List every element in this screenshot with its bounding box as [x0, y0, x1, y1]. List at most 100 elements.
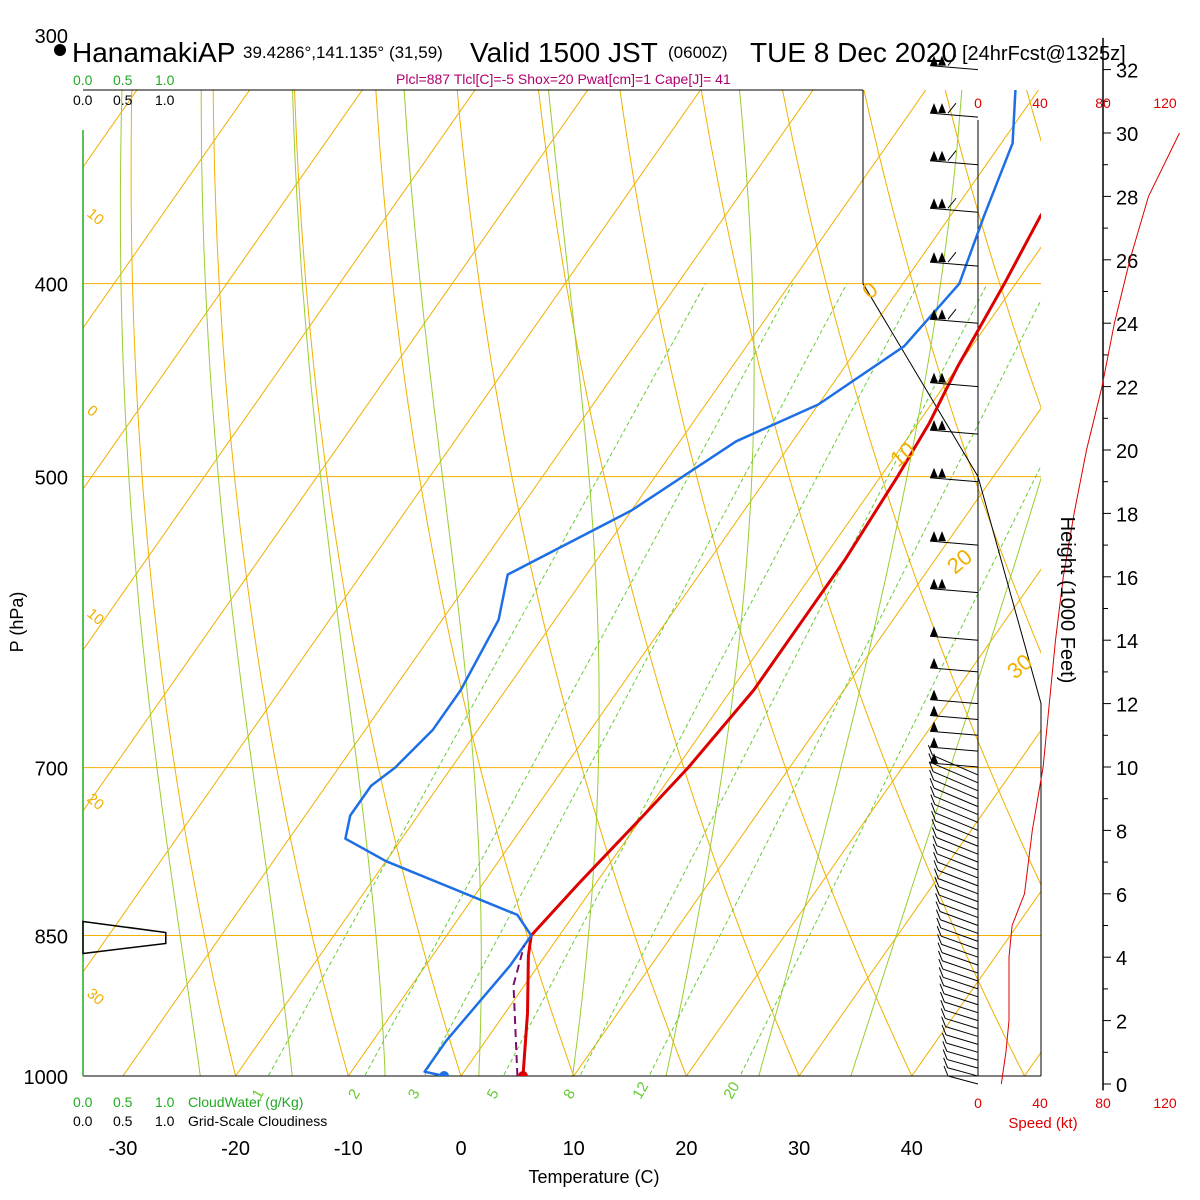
wind-barb-feather: [933, 860, 939, 871]
isotherm-line: [460, 246, 1041, 1076]
mixing-ratio-label: 5: [484, 1086, 503, 1102]
wind-barb-staff: [938, 886, 979, 903]
height-tick-label: 2: [1116, 1012, 1127, 1034]
temperature-tick-label: 30: [788, 1138, 810, 1160]
pressure-tick-label: 300: [35, 26, 68, 48]
wind-barb-staff: [933, 787, 979, 808]
wind-barb-feather: [937, 942, 943, 953]
height-tick-label: 18: [1116, 504, 1138, 526]
station-bullet-icon: [54, 44, 66, 56]
wind-barb-feather: [947, 55, 957, 66]
height-axis-title: Height (1000 Feet): [1056, 517, 1078, 684]
cloudwater-scale-1: 0.5: [113, 1094, 133, 1110]
wind-barb-flag: [938, 420, 946, 431]
wind-barb-feather: [936, 917, 942, 929]
isotherm-line: [83, 90, 363, 490]
parcel-line: [512, 945, 526, 1076]
cloud-scale-top-0: 0.0: [73, 72, 93, 88]
wind-barb-feather: [930, 802, 936, 813]
isotherm-label: 10: [83, 205, 107, 229]
isotherm-line: [0, 0, 60, 1118]
temperature-tick-label: -30: [108, 1138, 137, 1160]
isotherm-line: [1023, 1051, 1041, 1076]
mixing-ratio-line: [739, 464, 1041, 1076]
dry-adiabat: [944, 90, 1041, 409]
wind-barb-feather: [941, 1032, 947, 1044]
temperature-tick-label: 40: [901, 1138, 923, 1160]
moist-adiabat: [403, 90, 482, 1076]
wind-barb-staff: [929, 112, 979, 118]
wind-barb-staff: [929, 746, 979, 752]
wind-barb-staff: [943, 993, 979, 1006]
wind-barb-flag: [938, 372, 946, 383]
wind-barb-staff: [936, 837, 979, 855]
cloudiness-marker: [82, 920, 167, 955]
wind-barb-staff: [941, 952, 979, 966]
wind-barb-feather: [928, 761, 934, 772]
mixing-ratio-line: [648, 298, 1041, 1076]
speed-tick-bottom-0: 0: [974, 1095, 982, 1111]
height-tick-label: 32: [1116, 61, 1138, 83]
wind-barb-staff: [933, 771, 979, 792]
wind-barb-staff: [944, 1009, 979, 1022]
wind-barb-staff: [929, 699, 979, 705]
dewpoint-line: [344, 90, 1017, 1076]
wind-barb-staff: [939, 894, 979, 911]
wind-barb-flag: [930, 103, 938, 114]
dry-adiabat: [212, 90, 349, 1076]
pressure-tick-label: 500: [35, 468, 68, 490]
isotherm-label-right: 10: [885, 437, 920, 472]
dry-adiabat: [294, 90, 462, 1076]
wind-barb-staff: [946, 1050, 979, 1061]
wind-barb-feather: [940, 1000, 946, 1011]
wind-barb-flag: [930, 626, 938, 637]
moist-adiabat: [119, 90, 201, 1076]
wind-barb-staff: [929, 714, 979, 720]
wind-barb-flag: [938, 198, 946, 209]
height-tick-label: 6: [1116, 885, 1127, 907]
wind-barb-staff: [941, 935, 979, 950]
dry-adiabat: [456, 90, 687, 1076]
wind-barb-flag: [930, 467, 938, 478]
mixing-ratio-label: 8: [560, 1086, 579, 1102]
wind-barb-feather: [929, 786, 935, 797]
wind-barb-flag: [938, 578, 946, 589]
mixing-ratio-label: 2: [345, 1086, 364, 1102]
temperature-tick-label: 20: [675, 1138, 697, 1160]
speed-tick-bottom-2: 80: [1095, 1095, 1111, 1111]
wind-barb-staff: [932, 762, 979, 784]
wind-barb-staff: [929, 540, 979, 546]
dry-adiabat: [700, 90, 1026, 1076]
wind-barb-feather: [941, 1024, 947, 1036]
moist-adiabat: [665, 90, 755, 1076]
wind-barb-feather: [939, 983, 945, 994]
background-lines: [0, 0, 1041, 1118]
indices-line: Plcl=887 Tlcl[C]=-5 Shox=20 Pwat[cm]=1 C…: [396, 71, 731, 87]
cloudwater-scale-2: 1.0: [155, 1094, 175, 1110]
speed-tick-bottom-1: 40: [1032, 1095, 1048, 1111]
wind-barb-flag: [930, 721, 938, 732]
forecast-info: [24hrFcst@1325z]: [962, 43, 1126, 65]
wind-barb-staff: [943, 976, 979, 990]
wind-barb-feather: [937, 934, 943, 945]
wind-barb-staff: [943, 985, 979, 998]
wind-barb-staff: [935, 820, 979, 839]
height-tick-label: 28: [1116, 187, 1138, 209]
mixing-ratio-label: 20: [720, 1079, 743, 1102]
frame-right-lower: [862, 283, 1042, 1076]
dry-adiabat: [1026, 90, 1041, 143]
temperature-tick-label: 0: [455, 1138, 466, 1160]
wind-barb-staff: [937, 869, 979, 887]
wind-barb-flag: [930, 753, 938, 763]
speed-tick-top-2: 80: [1095, 95, 1111, 111]
wind-barb-feather: [940, 1008, 946, 1019]
moist-adiabat: [548, 90, 600, 1076]
wind-barb-flag: [938, 252, 946, 263]
mixing-ratio-line: [502, 283, 919, 1076]
wind-barb-staff: [941, 943, 979, 958]
isotherm-line: [911, 890, 1041, 1076]
wind-barb-staff: [945, 1034, 979, 1045]
x-axis-title: Temperature (C): [528, 1167, 659, 1187]
isotherm-line: [83, 90, 138, 168]
